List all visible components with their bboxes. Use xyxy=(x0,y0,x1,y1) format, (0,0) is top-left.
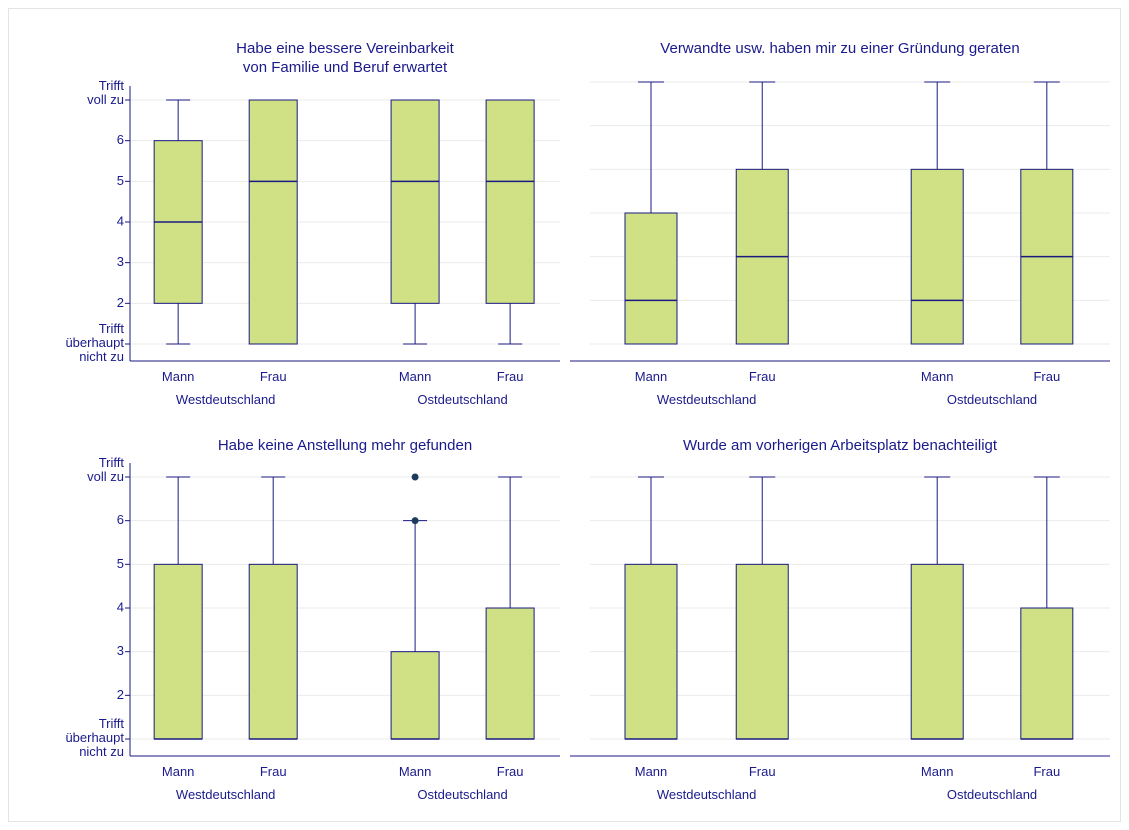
group-label: Ostdeutschland xyxy=(947,787,1037,802)
chart-title: Habe eine bessere Vereinbarkeit xyxy=(236,40,454,57)
x-tick-label: Frau xyxy=(497,764,524,779)
x-tick-label: Frau xyxy=(260,764,287,779)
group-label: Ostdeutschland xyxy=(417,392,507,407)
x-tick-label: Mann xyxy=(921,369,954,384)
chart-title: Verwandte usw. haben mir zu einer Gründu… xyxy=(660,40,1019,57)
x-tick-label: Mann xyxy=(635,369,668,384)
x-tick-label: Mann xyxy=(162,369,195,384)
y-tick-label: 2 xyxy=(117,687,124,702)
y-tick-label: 6 xyxy=(117,132,124,147)
x-tick-label: Frau xyxy=(749,764,776,779)
x-tick-label: Frau xyxy=(1033,369,1060,384)
group-label: Westdeutschland xyxy=(176,392,276,407)
group-label: Westdeutschland xyxy=(657,787,757,802)
box xyxy=(735,563,789,740)
x-tick-label: Mann xyxy=(635,764,668,779)
box xyxy=(910,563,964,740)
box xyxy=(624,212,678,345)
box xyxy=(390,651,440,740)
box xyxy=(485,99,535,304)
y-tick-label: 5 xyxy=(117,556,124,571)
outlier xyxy=(411,473,419,481)
y-tick-label: 5 xyxy=(117,173,124,188)
x-tick-label: Frau xyxy=(749,369,776,384)
group-label: Ostdeutschland xyxy=(947,392,1037,407)
group-label: Ostdeutschland xyxy=(417,787,507,802)
box xyxy=(624,563,678,740)
box xyxy=(248,563,298,740)
y-tick-label: 6 xyxy=(117,512,124,527)
box xyxy=(390,99,440,304)
box xyxy=(485,607,535,740)
x-tick-label: Mann xyxy=(162,764,195,779)
group-label: Westdeutschland xyxy=(657,392,757,407)
x-tick-label: Mann xyxy=(399,764,432,779)
box xyxy=(153,563,203,740)
box xyxy=(910,168,964,345)
x-tick-label: Frau xyxy=(497,369,524,384)
x-tick-label: Mann xyxy=(399,369,432,384)
y-tick-label: Trifft überhaupt nicht zu xyxy=(65,716,124,759)
y-tick-label: 3 xyxy=(117,254,124,269)
y-tick-label: 4 xyxy=(117,599,124,614)
chart-title: Wurde am vorherigen Arbeitsplatz benacht… xyxy=(683,437,998,454)
y-tick-label: 4 xyxy=(117,213,124,228)
chart-title: Habe keine Anstellung mehr gefunden xyxy=(218,437,472,454)
y-tick-label: Trifft überhaupt nicht zu xyxy=(65,321,124,364)
y-tick-label: Trifft voll zu xyxy=(87,78,124,107)
x-tick-label: Frau xyxy=(1033,764,1060,779)
group-label: Westdeutschland xyxy=(176,787,276,802)
box xyxy=(248,99,298,345)
x-tick-label: Mann xyxy=(921,764,954,779)
outlier xyxy=(411,517,419,525)
x-tick-label: Frau xyxy=(260,369,287,384)
y-tick-label: 3 xyxy=(117,643,124,658)
chart-title: von Familie und Beruf erwartet xyxy=(243,59,448,76)
box xyxy=(1020,607,1074,740)
y-tick-label: 2 xyxy=(117,295,124,310)
y-tick-label: Trifft voll zu xyxy=(87,455,124,484)
